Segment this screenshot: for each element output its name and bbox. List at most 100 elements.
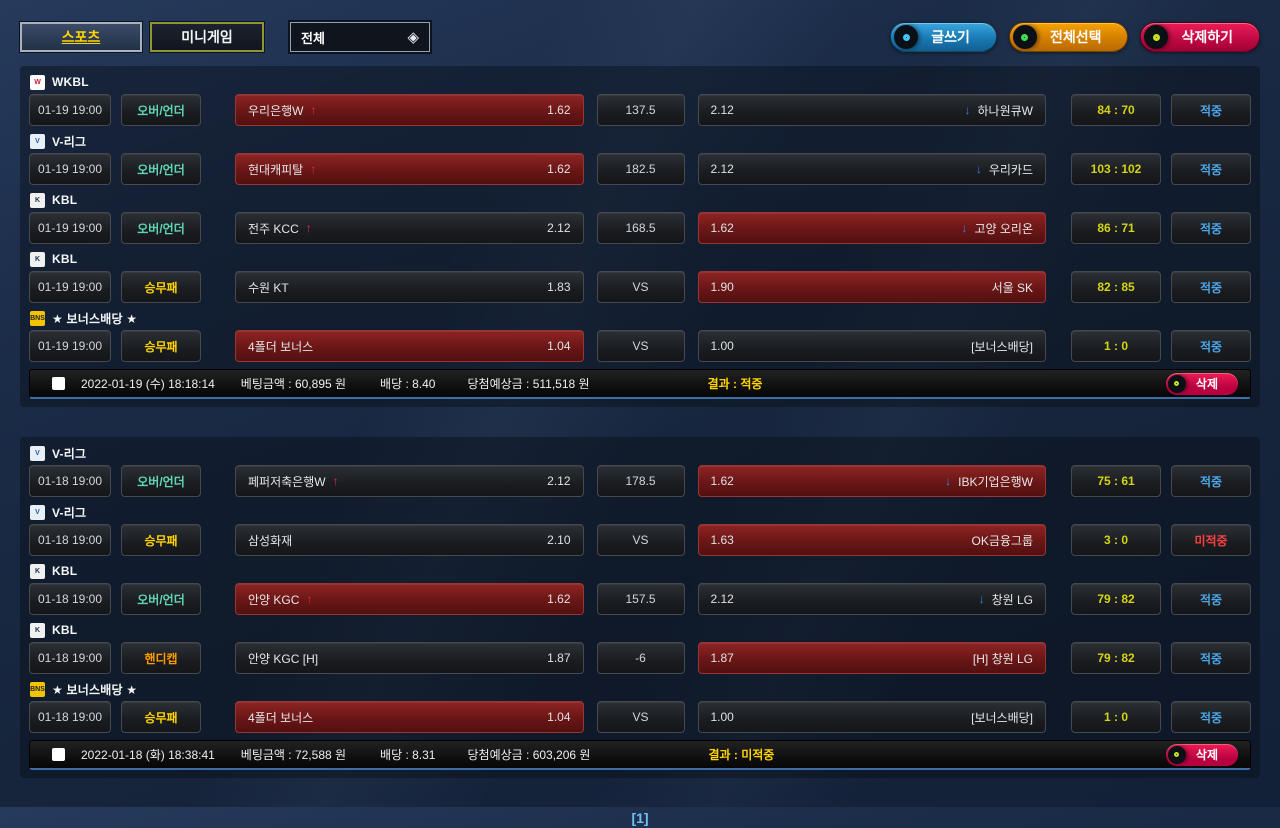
slip-summary-bar: 2022-01-19 (수) 18:18:14 베팅금액 : 60,895 원 … <box>29 369 1251 399</box>
home-pick: 전주 KCC ↑ 2.12 <box>235 212 584 244</box>
home-team-name: 안양 KGC <box>248 592 300 607</box>
slip-bet-amount: 베팅금액 : 72,588 원 <box>240 748 347 762</box>
league-icon: V <box>30 133 45 149</box>
league-name: V-리그 <box>52 505 87 520</box>
match-time: 01-18 19:00 <box>29 701 111 733</box>
tab-sports[interactable]: 스포츠 <box>20 22 142 52</box>
home-team-name: 전주 KCC <box>248 221 299 236</box>
away-pick: 1.63 OK금융그룹 <box>697 524 1046 556</box>
away-odds: 1.63 <box>710 533 734 547</box>
filter-select[interactable]: 전체 ◈ <box>290 22 430 52</box>
match-score: 103 : 102 <box>1071 153 1161 185</box>
home-pick: 4폴더 보너스 1.04 <box>235 701 584 733</box>
league-name: V-리그 <box>52 446 87 461</box>
bet-type: 승무패 <box>121 271 201 303</box>
home-odds: 2.12 <box>547 474 571 488</box>
match-time: 01-19 19:00 <box>29 212 111 244</box>
home-team-name: 우리은행W <box>248 103 304 118</box>
home-team-name: 4폴더 보너스 <box>248 339 314 354</box>
arrow-up-icon: ↑ <box>310 162 317 176</box>
away-team-name: [보너스배당] <box>971 339 1033 354</box>
slip-total-odds: 배당 : 8.40 <box>380 377 436 391</box>
line-value: 137.5 <box>596 94 685 126</box>
slip-checkbox[interactable] <box>52 748 65 761</box>
match-score: 75 : 61 <box>1071 465 1161 497</box>
bet-slip-list: W WKBL 01-19 19:00 오버/언더 우리은행W ↑ 1.62 13… <box>20 66 1260 778</box>
bet-row: 01-18 19:00 핸디캡 안양 KGC [H] 1.87 -6 1.87 … <box>29 642 1251 674</box>
match-score: 82 : 85 <box>1071 271 1161 303</box>
bet-row: 01-19 19:00 오버/언더 현대캐피탈 ↑ 1.62 182.5 2.1… <box>29 153 1251 185</box>
league-header: V V-리그 <box>30 133 1251 149</box>
home-odds: 1.87 <box>547 651 571 665</box>
match-score: 1 : 0 <box>1071 701 1161 733</box>
bet-result: 적중 <box>1171 330 1251 362</box>
bet-result: 적중 <box>1171 212 1251 244</box>
slip-datetime: 2022-01-18 (화) 18:38:41 <box>81 748 215 762</box>
match-time: 01-19 19:00 <box>29 330 111 362</box>
away-pick: 2.12 ↓ 하나원큐W <box>697 94 1046 126</box>
bet-type: 오버/언더 <box>121 212 201 244</box>
away-odds: 1.00 <box>710 710 734 724</box>
ring-icon <box>894 25 919 49</box>
match-time: 01-18 19:00 <box>29 583 111 615</box>
slip-checkbox[interactable] <box>52 377 65 390</box>
league-name: KBL <box>52 623 78 637</box>
home-odds: 1.62 <box>547 592 571 606</box>
ring-icon <box>1167 745 1186 764</box>
away-team-name: IBK기업은행W <box>958 474 1033 489</box>
ring-icon <box>1144 25 1169 49</box>
bet-result: 적중 <box>1171 153 1251 185</box>
home-team-name: 4폴더 보너스 <box>248 710 314 725</box>
slip-expected-win: 당첨예상금 : 511,518 원 <box>467 377 590 391</box>
bet-row-group: V V-리그 01-18 19:00 오버/언더 페퍼저축은행W ↑ 2.12 … <box>29 445 1251 497</box>
bet-row: 01-18 19:00 승무패 4폴더 보너스 1.04 VS 1.00 [보너… <box>29 701 1251 733</box>
bet-row: 01-19 19:00 오버/언더 우리은행W ↑ 1.62 137.5 2.1… <box>29 94 1251 126</box>
delete-slip-button[interactable]: 삭제 <box>1165 372 1238 395</box>
bet-slip: W WKBL 01-19 19:00 오버/언더 우리은행W ↑ 1.62 13… <box>20 66 1260 407</box>
league-header: BNS ★ 보너스배당 ★ <box>30 681 1251 697</box>
match-score: 1 : 0 <box>1071 330 1161 362</box>
bet-row-group: BNS ★ 보너스배당 ★ 01-18 19:00 승무패 4폴더 보너스 1.… <box>29 681 1251 733</box>
league-name: ★ 보너스배당 ★ <box>52 311 138 326</box>
league-icon: K <box>30 622 45 638</box>
bet-result: 적중 <box>1171 583 1251 615</box>
bet-type: 핸디캡 <box>121 642 201 674</box>
delete-all-button[interactable]: 삭제하기 <box>1140 22 1260 52</box>
tab-minigame[interactable]: 미니게임 <box>150 22 264 52</box>
home-odds: 2.12 <box>547 221 571 235</box>
away-odds: 1.62 <box>710 474 734 488</box>
filter-selected-value: 전체 <box>301 30 325 46</box>
bet-result: 미적중 <box>1171 524 1251 556</box>
away-odds: 1.90 <box>710 280 734 294</box>
select-all-button[interactable]: 전체선택 <box>1008 22 1129 52</box>
away-pick: 1.00 [보너스배당] <box>697 330 1046 362</box>
league-icon: W <box>30 74 45 90</box>
page-1-link[interactable]: [1] <box>631 810 649 826</box>
away-pick: 1.62 ↓ IBK기업은행W <box>697 465 1046 497</box>
write-button[interactable]: 글쓰기 <box>890 22 997 52</box>
match-score: 3 : 0 <box>1071 524 1161 556</box>
ring-icon <box>1012 25 1037 49</box>
bet-type: 오버/언더 <box>121 94 201 126</box>
slip-result: 결과 : 적중 <box>707 377 763 391</box>
home-pick: 4폴더 보너스 1.04 <box>235 330 584 362</box>
delete-slip-button[interactable]: 삭제 <box>1165 743 1238 766</box>
away-team-name: 우리카드 <box>988 162 1033 177</box>
away-odds: 1.62 <box>710 221 734 235</box>
bet-row-group: V V-리그 01-18 19:00 승무패 삼성화재 2.10 VS 1.63… <box>29 504 1251 556</box>
league-name: KBL <box>52 252 78 266</box>
bet-type: 오버/언더 <box>121 465 201 497</box>
match-score: 79 : 82 <box>1071 642 1161 674</box>
bet-result: 적중 <box>1171 94 1251 126</box>
line-value: 168.5 <box>596 212 685 244</box>
bet-row-group: V V-리그 01-19 19:00 오버/언더 현대캐피탈 ↑ 1.62 18… <box>29 133 1251 185</box>
away-odds: 1.00 <box>710 339 734 353</box>
bet-result: 적중 <box>1171 701 1251 733</box>
away-team-name: 고양 오리온 <box>974 221 1033 236</box>
slip-result: 결과 : 미적중 <box>708 748 775 762</box>
delete-slip-label: 삭제 <box>1195 377 1218 391</box>
league-name: WKBL <box>52 75 89 89</box>
league-name: V-리그 <box>52 134 87 149</box>
away-pick: 2.12 ↓ 창원 LG <box>697 583 1046 615</box>
away-odds: 1.87 <box>710 651 734 665</box>
